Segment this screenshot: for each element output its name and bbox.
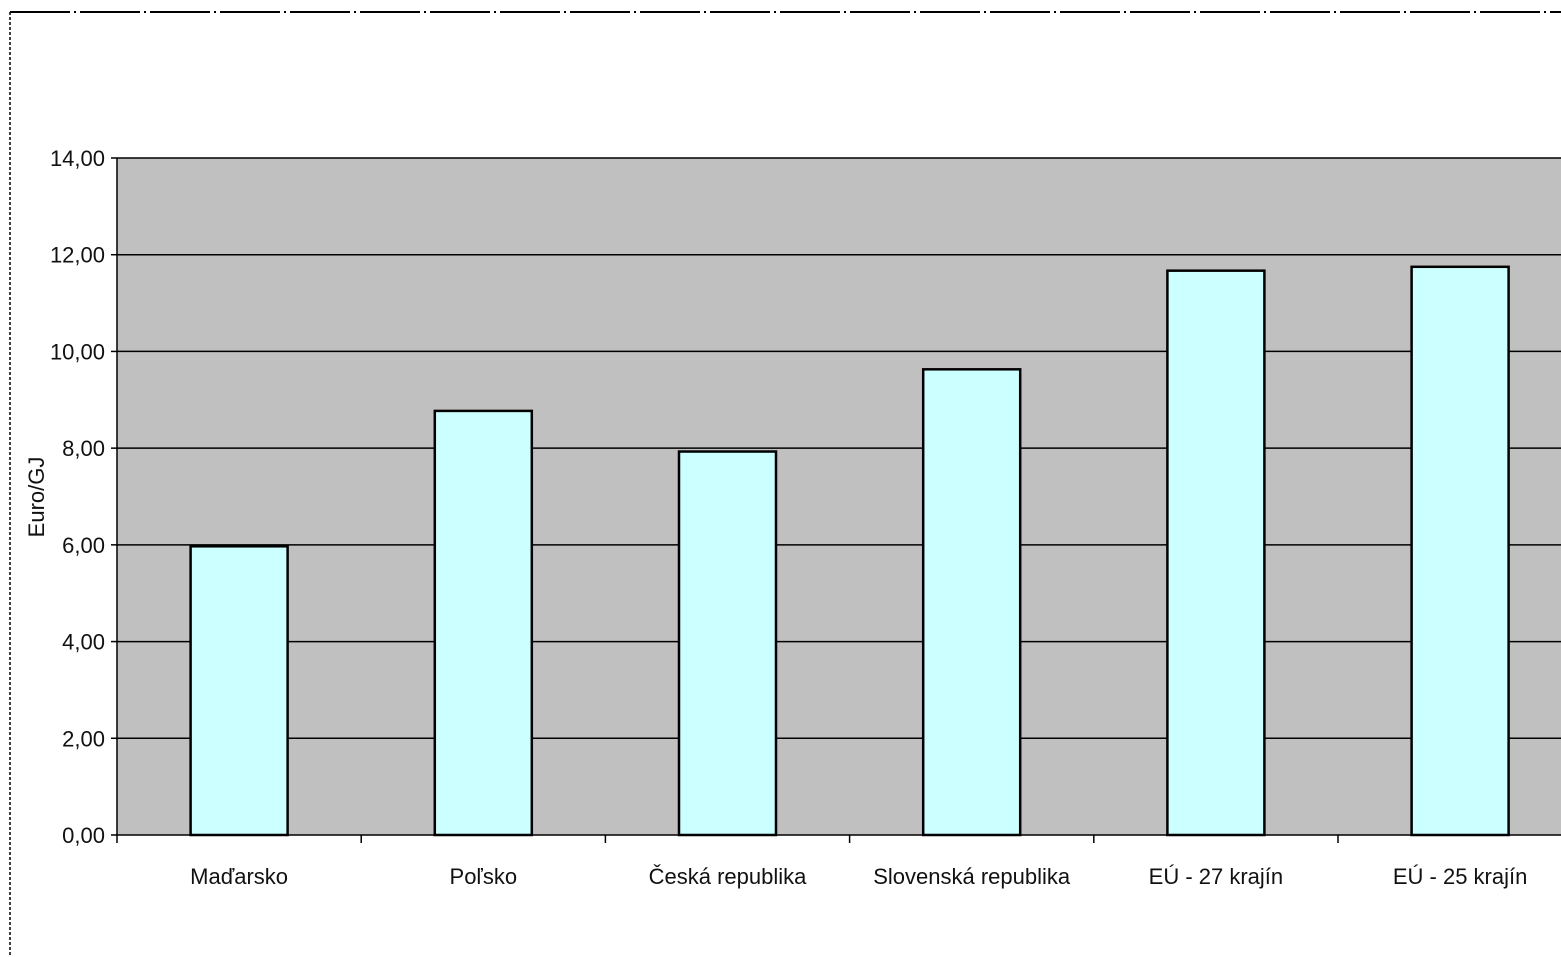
y-tick-label: 6,00 (62, 533, 105, 558)
bar (677, 450, 778, 837)
bar (189, 545, 289, 837)
y-tick-label: 0,00 (62, 823, 105, 848)
y-axis-title: Euro/GJ (24, 457, 49, 538)
bar (1166, 269, 1266, 837)
y-tick-label: 8,00 (62, 436, 105, 461)
y-tick-labels: 0,00 2,00 4,00 6,00 8,00 10,00 12,00 14,00 (50, 146, 105, 848)
x-category-labels: Maďarsko Poľsko Česká republika Slovenská r… (190, 864, 1527, 889)
x-category-label: Maďarsko (190, 864, 288, 889)
x-category-label: Poľsko (450, 864, 518, 889)
y-tick-label: 4,00 (62, 630, 105, 655)
y-tick-label: 14,00 (50, 146, 105, 171)
y-tick-label: 12,00 (50, 243, 105, 268)
y-tick-label: 2,00 (62, 726, 105, 751)
gridlines (117, 157, 1561, 740)
bars (189, 265, 1510, 837)
bar (1410, 265, 1510, 837)
axes (111, 157, 1561, 843)
x-category-label: Slovenská republika (873, 864, 1071, 889)
x-category-label: EÚ - 25 krajín (1393, 864, 1528, 889)
plot-area (117, 158, 1561, 835)
y-tick-label: 10,00 (50, 339, 105, 364)
x-category-label: Česká republika (649, 864, 808, 889)
x-category-label: EÚ - 27 krajín (1149, 864, 1284, 889)
bar (921, 368, 1022, 837)
bar (433, 409, 534, 837)
